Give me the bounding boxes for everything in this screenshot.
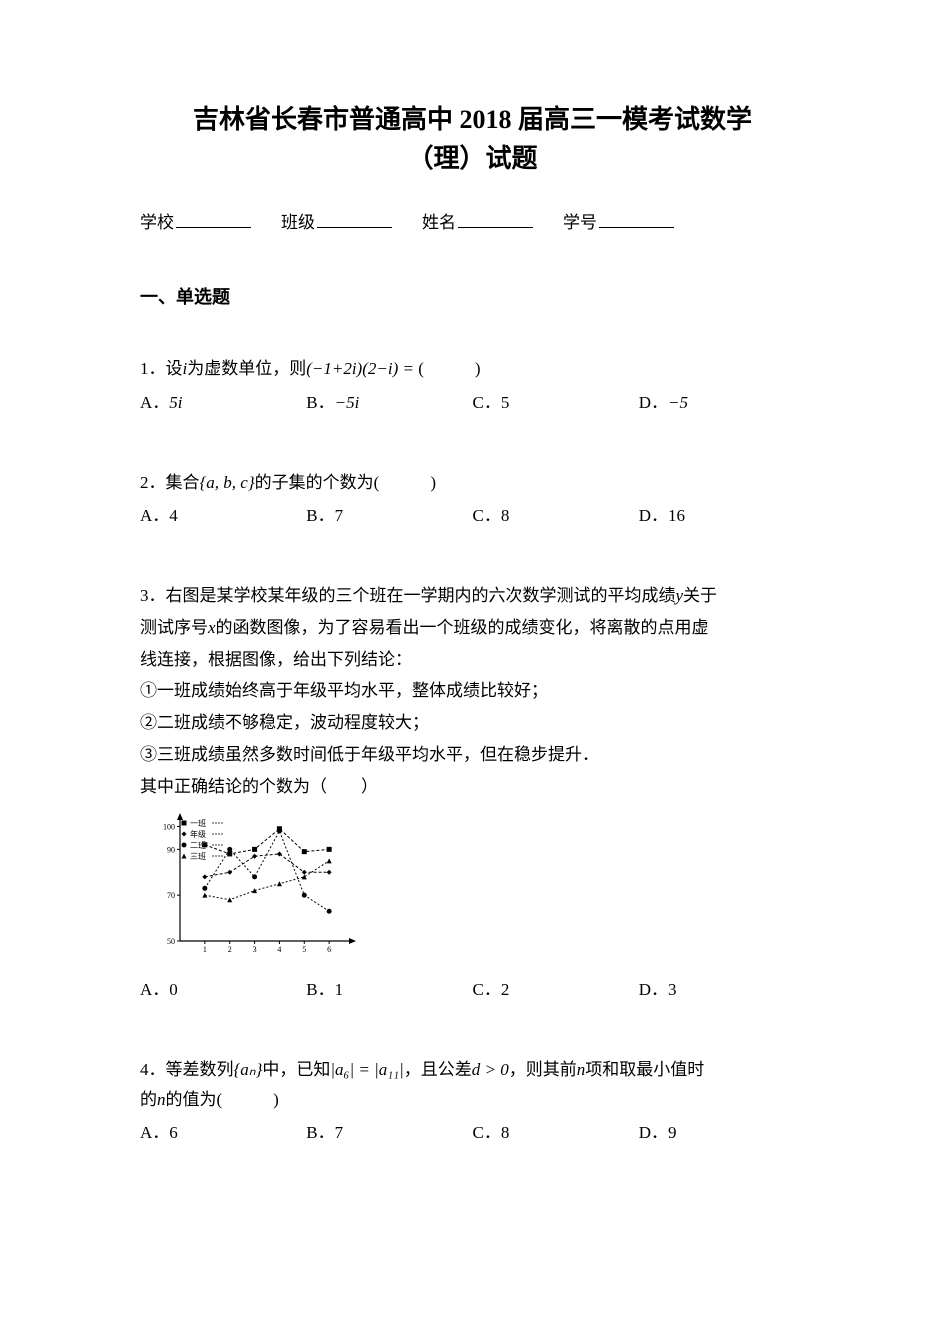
q2-num: 2． bbox=[140, 473, 166, 492]
school-field: 学校 bbox=[140, 208, 251, 233]
question-2: 2．集合{a, b, c}的子集的个数为( ) A．4 B．7 C．8 D．16 bbox=[140, 468, 805, 532]
svg-text:3: 3 bbox=[253, 945, 257, 954]
class-label: 班级 bbox=[281, 208, 315, 233]
line-chart-svg: 50 70 90 100 1 2 3 4 5 6 一班年级二班三班 bbox=[140, 809, 360, 959]
svg-text:一班: 一班 bbox=[190, 818, 206, 828]
svg-text:1: 1 bbox=[203, 945, 207, 954]
title-line2: （理）试题 bbox=[407, 144, 537, 173]
exam-title: 吉林省长春市普通高中 2018 届高三一模考试数学 （理）试题 bbox=[140, 100, 805, 178]
svg-text:50: 50 bbox=[167, 937, 175, 946]
svg-text:90: 90 bbox=[167, 846, 175, 855]
q4-optA: A．6 bbox=[140, 1118, 306, 1148]
id-label: 学号 bbox=[563, 208, 597, 233]
question-1: 1．设i为虚数单位，则(−1+2i)(2−i) = ( ) A．5i B．−5i… bbox=[140, 354, 805, 418]
name-blank bbox=[458, 210, 533, 228]
svg-text:5: 5 bbox=[302, 945, 306, 954]
q1-optD: D．−5 bbox=[639, 388, 805, 418]
class-field: 班级 bbox=[281, 208, 392, 233]
q4-options: A．6 B．7 C．8 D．9 bbox=[140, 1118, 805, 1148]
q3-item1: ①一班成绩始终高于年级平均水平，整体成绩比较好； bbox=[140, 676, 805, 706]
question-4: 4．等差数列{aₙ}中，已知|a₆| = |a₁₁|，且公差d > 0，则其前n… bbox=[140, 1055, 805, 1148]
q3-num: 3． bbox=[140, 586, 166, 605]
q2-optD: D．16 bbox=[639, 501, 805, 531]
svg-text:4: 4 bbox=[277, 945, 281, 954]
q2-set: {a, b, c} bbox=[200, 473, 255, 492]
q4-optB: B．7 bbox=[306, 1118, 472, 1148]
q2-optA: A．4 bbox=[140, 501, 306, 531]
class-blank bbox=[317, 210, 392, 228]
id-field: 学号 bbox=[563, 208, 674, 233]
q1-options: A．5i B．−5i C．5 D．−5 bbox=[140, 388, 805, 418]
q4-stem: 4．等差数列{aₙ}中，已知|a₆| = |a₁₁|，且公差d > 0，则其前n… bbox=[140, 1055, 805, 1115]
section-header: 一、单选题 bbox=[140, 283, 805, 309]
q3-stem: 3．右图是某学校某年级的三个班在一学期内的六次数学测试的平均成绩y关于 测试序号… bbox=[140, 581, 805, 801]
q2-stem: 2．集合{a, b, c}的子集的个数为( ) bbox=[140, 468, 805, 498]
q1-prefix: 设 bbox=[166, 359, 183, 378]
q1-optA: A．5i bbox=[140, 388, 306, 418]
q1-suffix: ( ) bbox=[418, 359, 480, 378]
name-field: 姓名 bbox=[422, 208, 533, 233]
q2-optB: B．7 bbox=[306, 501, 472, 531]
name-label: 姓名 bbox=[422, 208, 456, 233]
q3-item3: ③三班成绩虽然多数时间低于年级平均水平，但在稳步提升． bbox=[140, 740, 805, 770]
q2-prefix: 集合 bbox=[166, 473, 200, 492]
q3-item2: ②二班成绩不够稳定，波动程度较大； bbox=[140, 708, 805, 738]
q1-optB: B．−5i bbox=[306, 388, 472, 418]
q3-chart: 50 70 90 100 1 2 3 4 5 6 一班年级二班三班 bbox=[140, 809, 805, 969]
title-line1: 吉林省长春市普通高中 2018 届高三一模考试数学 bbox=[193, 105, 752, 134]
q1-mid: 为虚数单位，则 bbox=[187, 359, 306, 378]
q4-optC: C．8 bbox=[473, 1118, 639, 1148]
question-3: 3．右图是某学校某年级的三个班在一学期内的六次数学测试的平均成绩y关于 测试序号… bbox=[140, 581, 805, 1005]
q2-optC: C．8 bbox=[473, 501, 639, 531]
q3-options: A．0 B．1 C．2 D．3 bbox=[140, 975, 805, 1005]
q1-num: 1． bbox=[140, 359, 166, 378]
svg-text:2: 2 bbox=[228, 945, 232, 954]
q1-formula: (−1+2i)(2−i) = bbox=[306, 359, 418, 378]
svg-text:100: 100 bbox=[163, 823, 175, 832]
svg-text:二班: 二班 bbox=[190, 840, 206, 850]
q3-conclusion: 其中正确结论的个数为（ ） bbox=[140, 772, 805, 802]
q3-optA: A．0 bbox=[140, 975, 306, 1005]
q1-stem: 1．设i为虚数单位，则(−1+2i)(2−i) = ( ) bbox=[140, 354, 805, 384]
q2-suffix: 的子集的个数为( ) bbox=[255, 473, 436, 492]
id-blank bbox=[599, 210, 674, 228]
svg-text:年级: 年级 bbox=[190, 829, 206, 839]
q3-optB: B．1 bbox=[306, 975, 472, 1005]
student-info-line: 学校 班级 姓名 学号 bbox=[140, 208, 805, 233]
q2-options: A．4 B．7 C．8 D．16 bbox=[140, 501, 805, 531]
q3-optC: C．2 bbox=[473, 975, 639, 1005]
q4-optD: D．9 bbox=[639, 1118, 805, 1148]
school-label: 学校 bbox=[140, 208, 174, 233]
q1-optC: C．5 bbox=[473, 388, 639, 418]
q3-optD: D．3 bbox=[639, 975, 805, 1005]
school-blank bbox=[176, 210, 251, 228]
svg-text:三班: 三班 bbox=[190, 851, 206, 861]
svg-text:70: 70 bbox=[167, 891, 175, 900]
q4-num: 4． bbox=[140, 1060, 166, 1079]
svg-text:6: 6 bbox=[327, 945, 331, 954]
